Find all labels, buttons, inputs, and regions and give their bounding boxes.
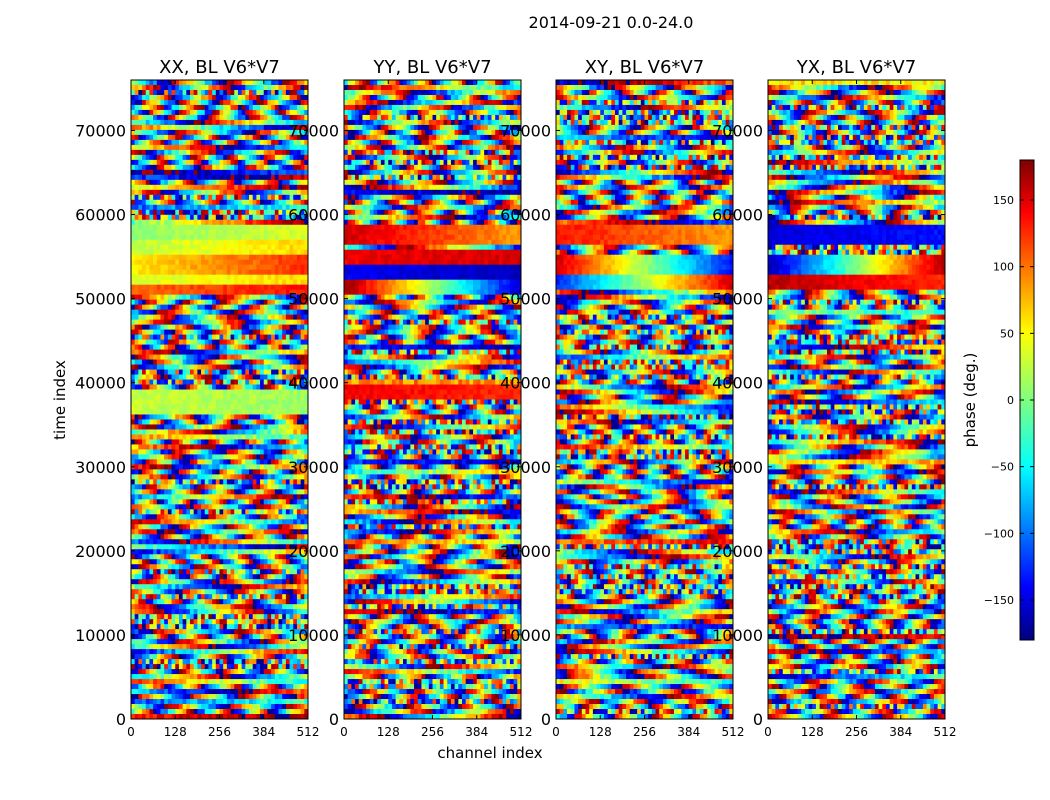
y-tick-label: 0: [753, 710, 763, 729]
y-tick-label: 30000: [288, 458, 339, 477]
y-tick-label: 50000: [288, 290, 339, 309]
y-tick-label: 40000: [75, 374, 126, 393]
colorbar-ticks: −150 −100 −50 0 50 100 150: [984, 194, 1034, 607]
y-axis-label: time index: [51, 360, 69, 440]
y-tick-label: 20000: [75, 542, 126, 561]
x-axis-label: channel index: [437, 744, 542, 762]
heatmap-image: [556, 80, 734, 720]
y-tick-label: 0: [329, 710, 339, 729]
y-tick-label: 40000: [712, 374, 763, 393]
x-tick-label: 256: [208, 725, 231, 739]
x-tick-label: 128: [801, 725, 824, 739]
x-tick-label: 256: [421, 725, 444, 739]
y-tick-label: 20000: [288, 542, 339, 561]
panel-2: XY, BL V6*V7 0 128 256 384 512 0 10000 20000 3000…: [500, 57, 744, 739]
y-tick-label: 60000: [712, 206, 763, 225]
colorbar: −150 −100 −50 0 50 100 150 phase (deg.): [961, 159, 1035, 641]
panel-title: YY, BL V6*V7: [372, 57, 491, 78]
y-tick-label: 40000: [288, 374, 339, 393]
y-tick-label: 70000: [500, 121, 551, 140]
figure-suptitle: 2014-09-21 0.0-24.0: [529, 13, 694, 32]
colorbar-tick-label: 100: [993, 261, 1014, 274]
y-tick-label: 70000: [288, 121, 339, 140]
x-tick-label: 0: [127, 725, 135, 739]
x-tick-label: 128: [377, 725, 400, 739]
y-tick-label: 30000: [500, 458, 551, 477]
heatmap-image: [768, 80, 946, 720]
x-tick-label: 384: [252, 725, 275, 739]
y-tick-label: 20000: [712, 542, 763, 561]
y-tick-label: 50000: [712, 290, 763, 309]
y-tick-label: 60000: [75, 206, 126, 225]
y-tick-label: 70000: [712, 121, 763, 140]
y-tick-label: 50000: [500, 290, 551, 309]
y-tick-label: 10000: [75, 626, 126, 645]
y-tick-label: 10000: [500, 626, 551, 645]
y-tick-label: 60000: [500, 206, 551, 225]
heatmap-image: [344, 80, 522, 720]
x-tick-label: 384: [465, 725, 488, 739]
y-tick-label: 30000: [75, 458, 126, 477]
colorbar-tick-label: −50: [991, 461, 1014, 474]
colorbar-tick-label: 50: [1000, 327, 1014, 340]
panel-1: YY, BL V6*V7 0 128 256 384 512 0 10000 20000 3000…: [288, 57, 532, 739]
y-tick-label: 0: [116, 710, 126, 729]
y-tick-label: 30000: [712, 458, 763, 477]
colorbar-tick-label: −100: [984, 527, 1014, 540]
panel-title: XX, BL V6*V7: [159, 57, 280, 78]
colorbar-tick-label: 0: [1007, 394, 1014, 407]
y-tick-label: 60000: [288, 206, 339, 225]
x-tick-label: 256: [845, 725, 868, 739]
panel-title: XY, BL V6*V7: [585, 57, 704, 78]
y-tick-label: 0: [541, 710, 551, 729]
y-tick-label: 50000: [75, 290, 126, 309]
y-tick-label: 10000: [288, 626, 339, 645]
panel-0: XX, BL V6*V7 0 128 256 384 512 0 10000 20000 3000…: [75, 57, 319, 739]
heatmap-image: [131, 80, 309, 720]
colorbar-tick-label: −150: [984, 594, 1014, 607]
y-tick-label: 40000: [500, 374, 551, 393]
x-tick-label: 0: [552, 725, 560, 739]
panel-3: YX, BL V6*V7 0 128 256 384 512 0 10000 20000 3000…: [712, 57, 956, 739]
y-tick-label: 70000: [75, 121, 126, 140]
colorbar-tick-label: 150: [993, 194, 1014, 207]
x-tick-label: 512: [510, 725, 533, 739]
x-tick-label: 512: [297, 725, 320, 739]
x-tick-label: 384: [889, 725, 912, 739]
y-tick-label: 10000: [712, 626, 763, 645]
x-tick-label: 384: [677, 725, 700, 739]
colorbar-label: phase (deg.): [961, 353, 979, 448]
x-tick-label: 0: [340, 725, 348, 739]
x-tick-label: 512: [722, 725, 745, 739]
panel-title: YX, BL V6*V7: [796, 57, 916, 78]
x-tick-label: 0: [764, 725, 772, 739]
x-tick-label: 128: [164, 725, 187, 739]
x-tick-label: 128: [589, 725, 612, 739]
x-tick-label: 512: [934, 725, 957, 739]
x-tick-label: 256: [633, 725, 656, 739]
panels: XX, BL V6*V7 0 128 256 384 512 0 10000 20000 3000…: [75, 57, 956, 739]
y-tick-label: 20000: [500, 542, 551, 561]
